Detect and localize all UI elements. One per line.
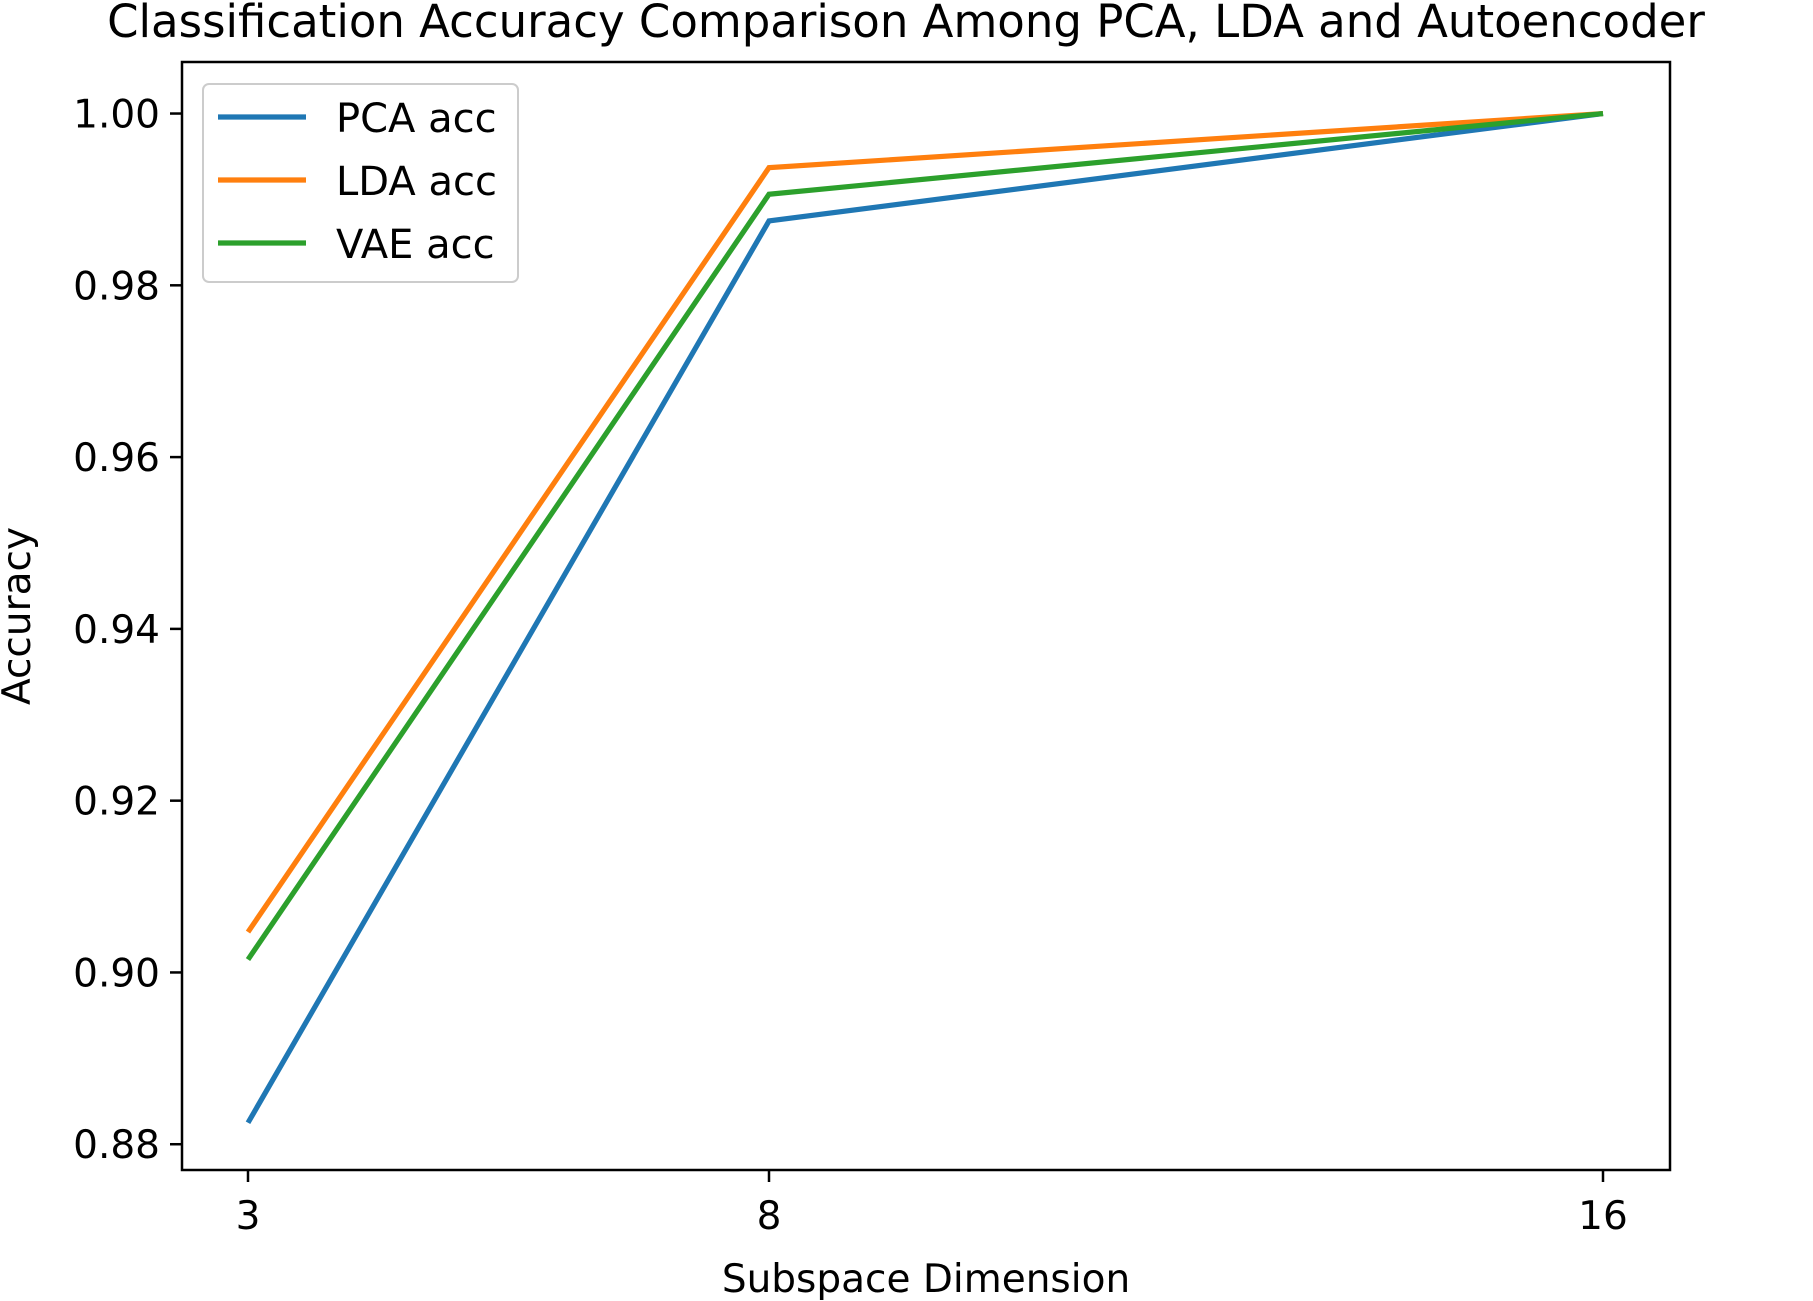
x-tick-label: 3 xyxy=(236,1194,261,1239)
series-line-vae-acc xyxy=(245,110,1604,962)
plot-area xyxy=(180,60,1672,1172)
legend-label: VAE acc xyxy=(336,222,495,268)
y-tick-label: 0.90 xyxy=(73,951,160,996)
y-tick-label: 0.88 xyxy=(73,1123,160,1168)
x-tick-label: 16 xyxy=(1578,1194,1628,1239)
y-axis: 0.88 0.90 0.92 0.94 0.96 0.98 1.00 xyxy=(73,93,182,1168)
legend-box xyxy=(202,83,519,283)
chart-title: Classification Accuracy Comparison Among… xyxy=(107,0,1705,48)
legend-items: PCA acc LDA acc VAE acc xyxy=(218,96,497,268)
legend-label: LDA acc xyxy=(336,159,497,205)
y-tick-label: 0.94 xyxy=(73,608,160,653)
series-line-lda-acc xyxy=(245,110,1604,934)
y-axis-label: Accuracy xyxy=(0,527,40,705)
series-line-pca-acc xyxy=(245,110,1604,1125)
series-layer xyxy=(245,110,1604,1125)
x-tick-label: 8 xyxy=(757,1194,782,1239)
y-tick-label: 1.00 xyxy=(73,93,160,138)
x-axis-label: Subspace Dimension xyxy=(722,1257,1130,1301)
legend-label: PCA acc xyxy=(336,96,497,142)
legend: PCA acc LDA acc VAE acc xyxy=(202,83,519,283)
y-tick-label: 0.92 xyxy=(73,780,160,825)
y-tick-label: 0.96 xyxy=(73,436,160,481)
plot-frame xyxy=(180,60,1672,1172)
y-tick-label: 0.98 xyxy=(73,264,160,309)
x-axis: 3 8 16 xyxy=(236,1170,1628,1239)
